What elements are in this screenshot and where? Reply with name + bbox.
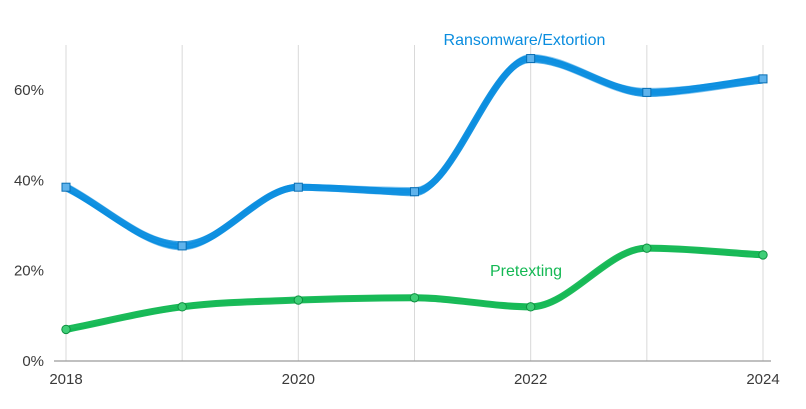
- x-tick-label: 2024: [746, 371, 779, 388]
- x-tick-label: 2018: [49, 371, 82, 388]
- data-point-marker: [293, 182, 303, 192]
- data-point-marker: [61, 324, 71, 335]
- data-point-marker: [410, 187, 419, 197]
- data-point-marker: [642, 87, 652, 97]
- y-tick-label: 20%: [14, 263, 44, 280]
- data-point-marker: [758, 250, 768, 260]
- x-axis-tick-labels: 2018 2020 2022 2024: [49, 371, 779, 388]
- data-point-marker: [293, 295, 304, 305]
- data-point-marker: [758, 74, 768, 84]
- series-pretexting: [61, 243, 768, 335]
- series-labels: Ransomware/Extortion Pretexting: [444, 32, 606, 280]
- data-point-marker: [177, 302, 187, 312]
- grid-lines: [54, 45, 771, 362]
- series-label-ransomware-extortion: Ransomware/Extortion: [444, 32, 606, 49]
- y-tick-label: 60%: [14, 82, 44, 99]
- data-point-marker: [525, 302, 536, 312]
- y-tick-label: 40%: [14, 172, 44, 189]
- data-point-marker: [526, 54, 536, 64]
- series-ransomware-extortion: [61, 53, 768, 251]
- data-point-marker: [642, 243, 652, 253]
- y-axis-tick-labels: 0% 20% 40% 60%: [14, 82, 44, 370]
- series-label-pretexting: Pretexting: [490, 263, 562, 280]
- data-point-marker: [177, 241, 187, 251]
- x-tick-label: 2020: [282, 371, 315, 388]
- y-tick-label: 0%: [22, 353, 44, 370]
- data-point-marker: [61, 182, 71, 192]
- x-tick-label: 2022: [514, 371, 547, 388]
- series-layer: [61, 53, 768, 335]
- data-point-marker: [409, 293, 420, 303]
